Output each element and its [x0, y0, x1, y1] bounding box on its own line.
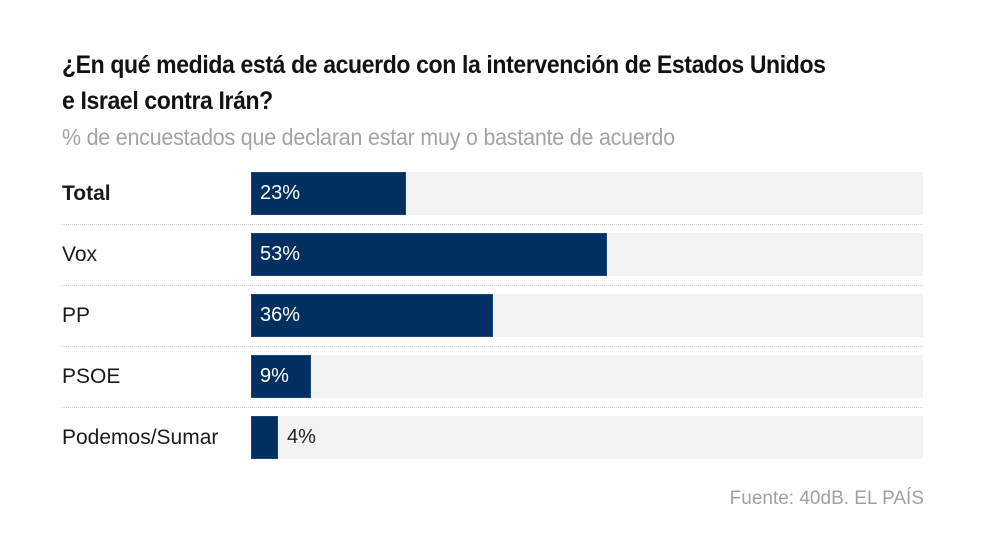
- chart-subtitle: % de encuestados que declaran estar muy …: [62, 124, 675, 150]
- bar: [251, 355, 311, 398]
- row-separator: [62, 407, 923, 408]
- bar: [251, 172, 406, 215]
- row-separator: [62, 285, 923, 286]
- bar-track: 4%: [251, 416, 923, 459]
- value-label: 53%: [260, 243, 301, 265]
- bar: [251, 416, 278, 459]
- bar: [251, 294, 493, 337]
- chart-title: ¿En qué medida está de acuerdo con la in…: [62, 51, 826, 115]
- value-label: 9%: [260, 365, 289, 387]
- bar-track: 53%: [251, 233, 923, 276]
- category-label: PSOE: [62, 365, 121, 388]
- bar-track: 36%: [251, 294, 923, 337]
- category-label: PP: [62, 304, 91, 327]
- value-label: 23%: [260, 182, 301, 204]
- value-label: 4%: [287, 426, 316, 448]
- category-label: Total: [62, 182, 111, 205]
- bar-track: 9%: [251, 355, 923, 398]
- bar-track: 23%: [251, 172, 923, 215]
- source-note: Fuente: 40dB. EL PAÍS: [729, 488, 924, 509]
- category-label: Vox: [62, 243, 98, 266]
- category-label: Podemos/Sumar: [62, 426, 219, 449]
- value-label: 36%: [260, 304, 301, 326]
- bar: [251, 233, 607, 276]
- row-separator: [62, 346, 923, 347]
- row-separator: [62, 224, 923, 225]
